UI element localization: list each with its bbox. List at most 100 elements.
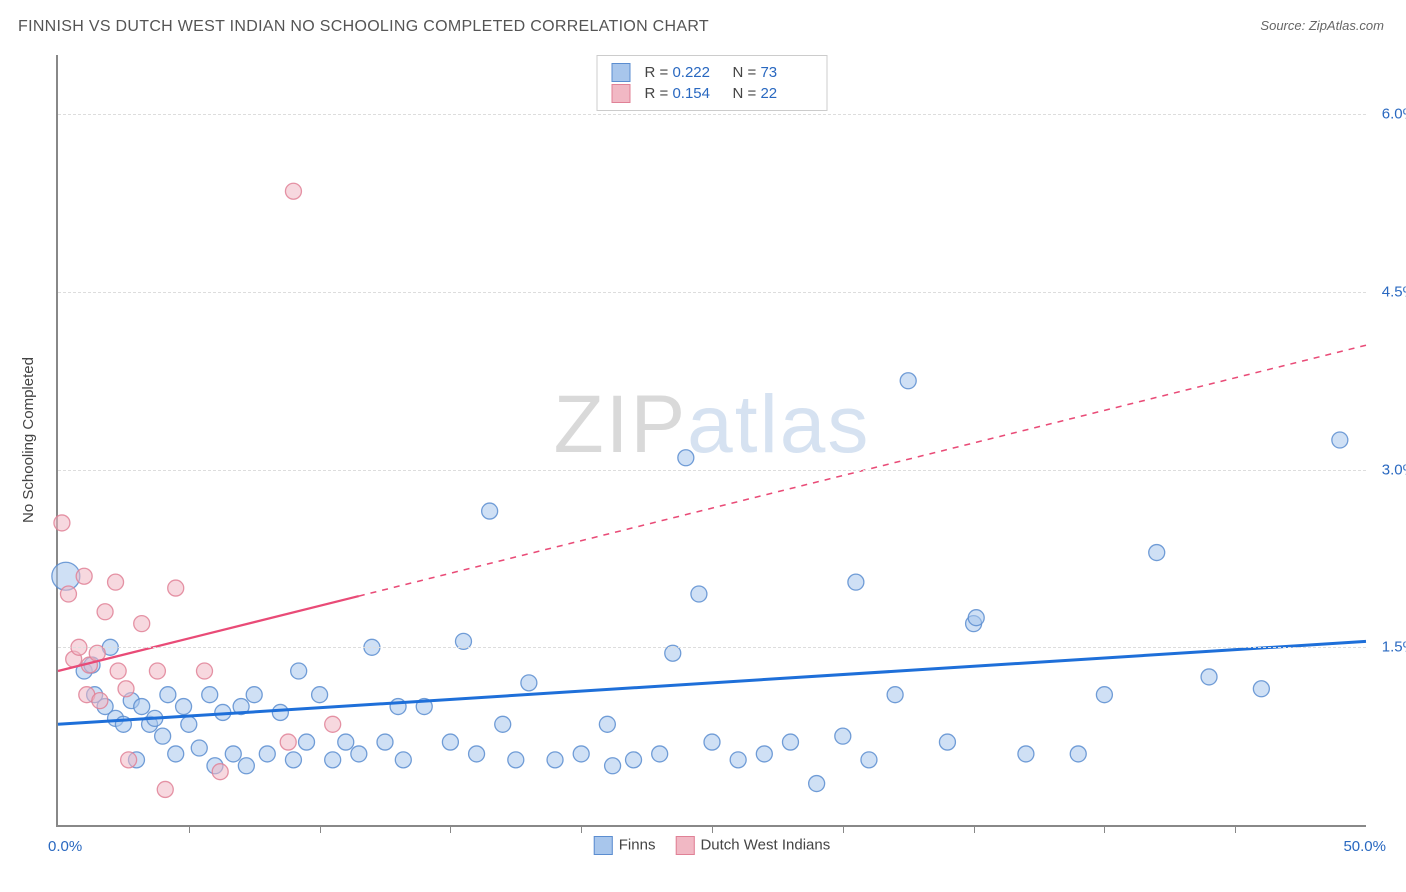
data-point (291, 663, 307, 679)
data-point (54, 515, 70, 531)
legend-label: Dutch West Indians (700, 836, 830, 853)
data-point (652, 746, 668, 762)
data-point (272, 704, 288, 720)
data-point (377, 734, 393, 750)
data-point (312, 687, 328, 703)
data-point (1070, 746, 1086, 762)
data-point (482, 503, 498, 519)
data-point (196, 663, 212, 679)
stats-row: R = 0.222 N = 73 (612, 62, 813, 83)
data-point (225, 746, 241, 762)
x-tick (843, 825, 844, 833)
stat-r: R = 0.154 (645, 85, 725, 102)
data-point (157, 781, 173, 797)
data-point (1201, 669, 1217, 685)
data-point (181, 716, 197, 732)
x-tick (712, 825, 713, 833)
data-point (547, 752, 563, 768)
chart-container: FINNISH VS DUTCH WEST INDIAN NO SCHOOLIN… (0, 0, 1406, 892)
y-tick-label: 4.5% (1372, 283, 1406, 300)
data-point (134, 616, 150, 632)
data-point (968, 610, 984, 626)
y-axis-label: No Schooling Completed (20, 357, 37, 523)
data-point (299, 734, 315, 750)
data-point (605, 758, 621, 774)
swatch-icon (594, 836, 613, 855)
plot-area: ZIPatlas 1.5%3.0%4.5%6.0% 0.0% 50.0% R =… (56, 55, 1366, 827)
gridline (58, 292, 1366, 293)
data-point (691, 586, 707, 602)
data-point (1253, 681, 1269, 697)
data-point (573, 746, 589, 762)
data-point (495, 716, 511, 732)
data-point (1149, 545, 1165, 561)
chart-title: FINNISH VS DUTCH WEST INDIAN NO SCHOOLIN… (18, 18, 709, 36)
trend-line-dashed (359, 345, 1366, 596)
legend-label: Finns (619, 836, 656, 853)
data-point (212, 764, 228, 780)
data-point (76, 568, 92, 584)
stat-r: R = 0.222 (645, 64, 725, 81)
data-point (678, 450, 694, 466)
data-point (60, 586, 76, 602)
data-point (280, 734, 296, 750)
data-point (508, 752, 524, 768)
data-point (1018, 746, 1034, 762)
gridline (58, 114, 1366, 115)
data-point (521, 675, 537, 691)
data-point (599, 716, 615, 732)
gridline (58, 647, 1366, 648)
swatch-icon (675, 836, 694, 855)
data-point (1332, 432, 1348, 448)
data-point (238, 758, 254, 774)
x-tick (581, 825, 582, 833)
stat-n: N = 73 (733, 64, 813, 81)
data-point (108, 574, 124, 590)
data-point (92, 693, 108, 709)
x-max-label: 50.0% (1343, 838, 1386, 855)
x-tick (974, 825, 975, 833)
data-point (176, 699, 192, 715)
stats-legend-box: R = 0.222 N = 73 R = 0.154 N = 22 (597, 55, 828, 111)
data-point (134, 699, 150, 715)
data-point (168, 746, 184, 762)
data-point (285, 752, 301, 768)
data-point (756, 746, 772, 762)
data-point (848, 574, 864, 590)
data-point (97, 604, 113, 620)
legend-item: Dutch West Indians (675, 836, 830, 855)
x-tick (1104, 825, 1105, 833)
data-point (285, 183, 301, 199)
data-point (351, 746, 367, 762)
data-point (704, 734, 720, 750)
data-point (395, 752, 411, 768)
data-point (325, 752, 341, 768)
data-point (469, 746, 485, 762)
x-tick (1235, 825, 1236, 833)
data-point (939, 734, 955, 750)
data-point (887, 687, 903, 703)
legend-item: Finns (594, 836, 656, 855)
data-point (900, 373, 916, 389)
data-point (861, 752, 877, 768)
source-value: ZipAtlas.com (1309, 18, 1384, 33)
source-label: Source: (1260, 18, 1305, 33)
data-point (149, 663, 165, 679)
y-tick-label: 1.5% (1372, 639, 1406, 656)
source-credit: Source: ZipAtlas.com (1260, 18, 1384, 33)
data-point (160, 687, 176, 703)
x-tick (189, 825, 190, 833)
data-point (782, 734, 798, 750)
trend-line (58, 641, 1366, 724)
data-point (246, 687, 262, 703)
scatter-plot-svg (58, 55, 1366, 825)
stats-row: R = 0.154 N = 22 (612, 83, 813, 104)
swatch-icon (612, 63, 631, 82)
data-point (325, 716, 341, 732)
data-point (202, 687, 218, 703)
stat-n: N = 22 (733, 85, 813, 102)
data-point (730, 752, 746, 768)
data-point (259, 746, 275, 762)
data-point (121, 752, 137, 768)
data-point (191, 740, 207, 756)
